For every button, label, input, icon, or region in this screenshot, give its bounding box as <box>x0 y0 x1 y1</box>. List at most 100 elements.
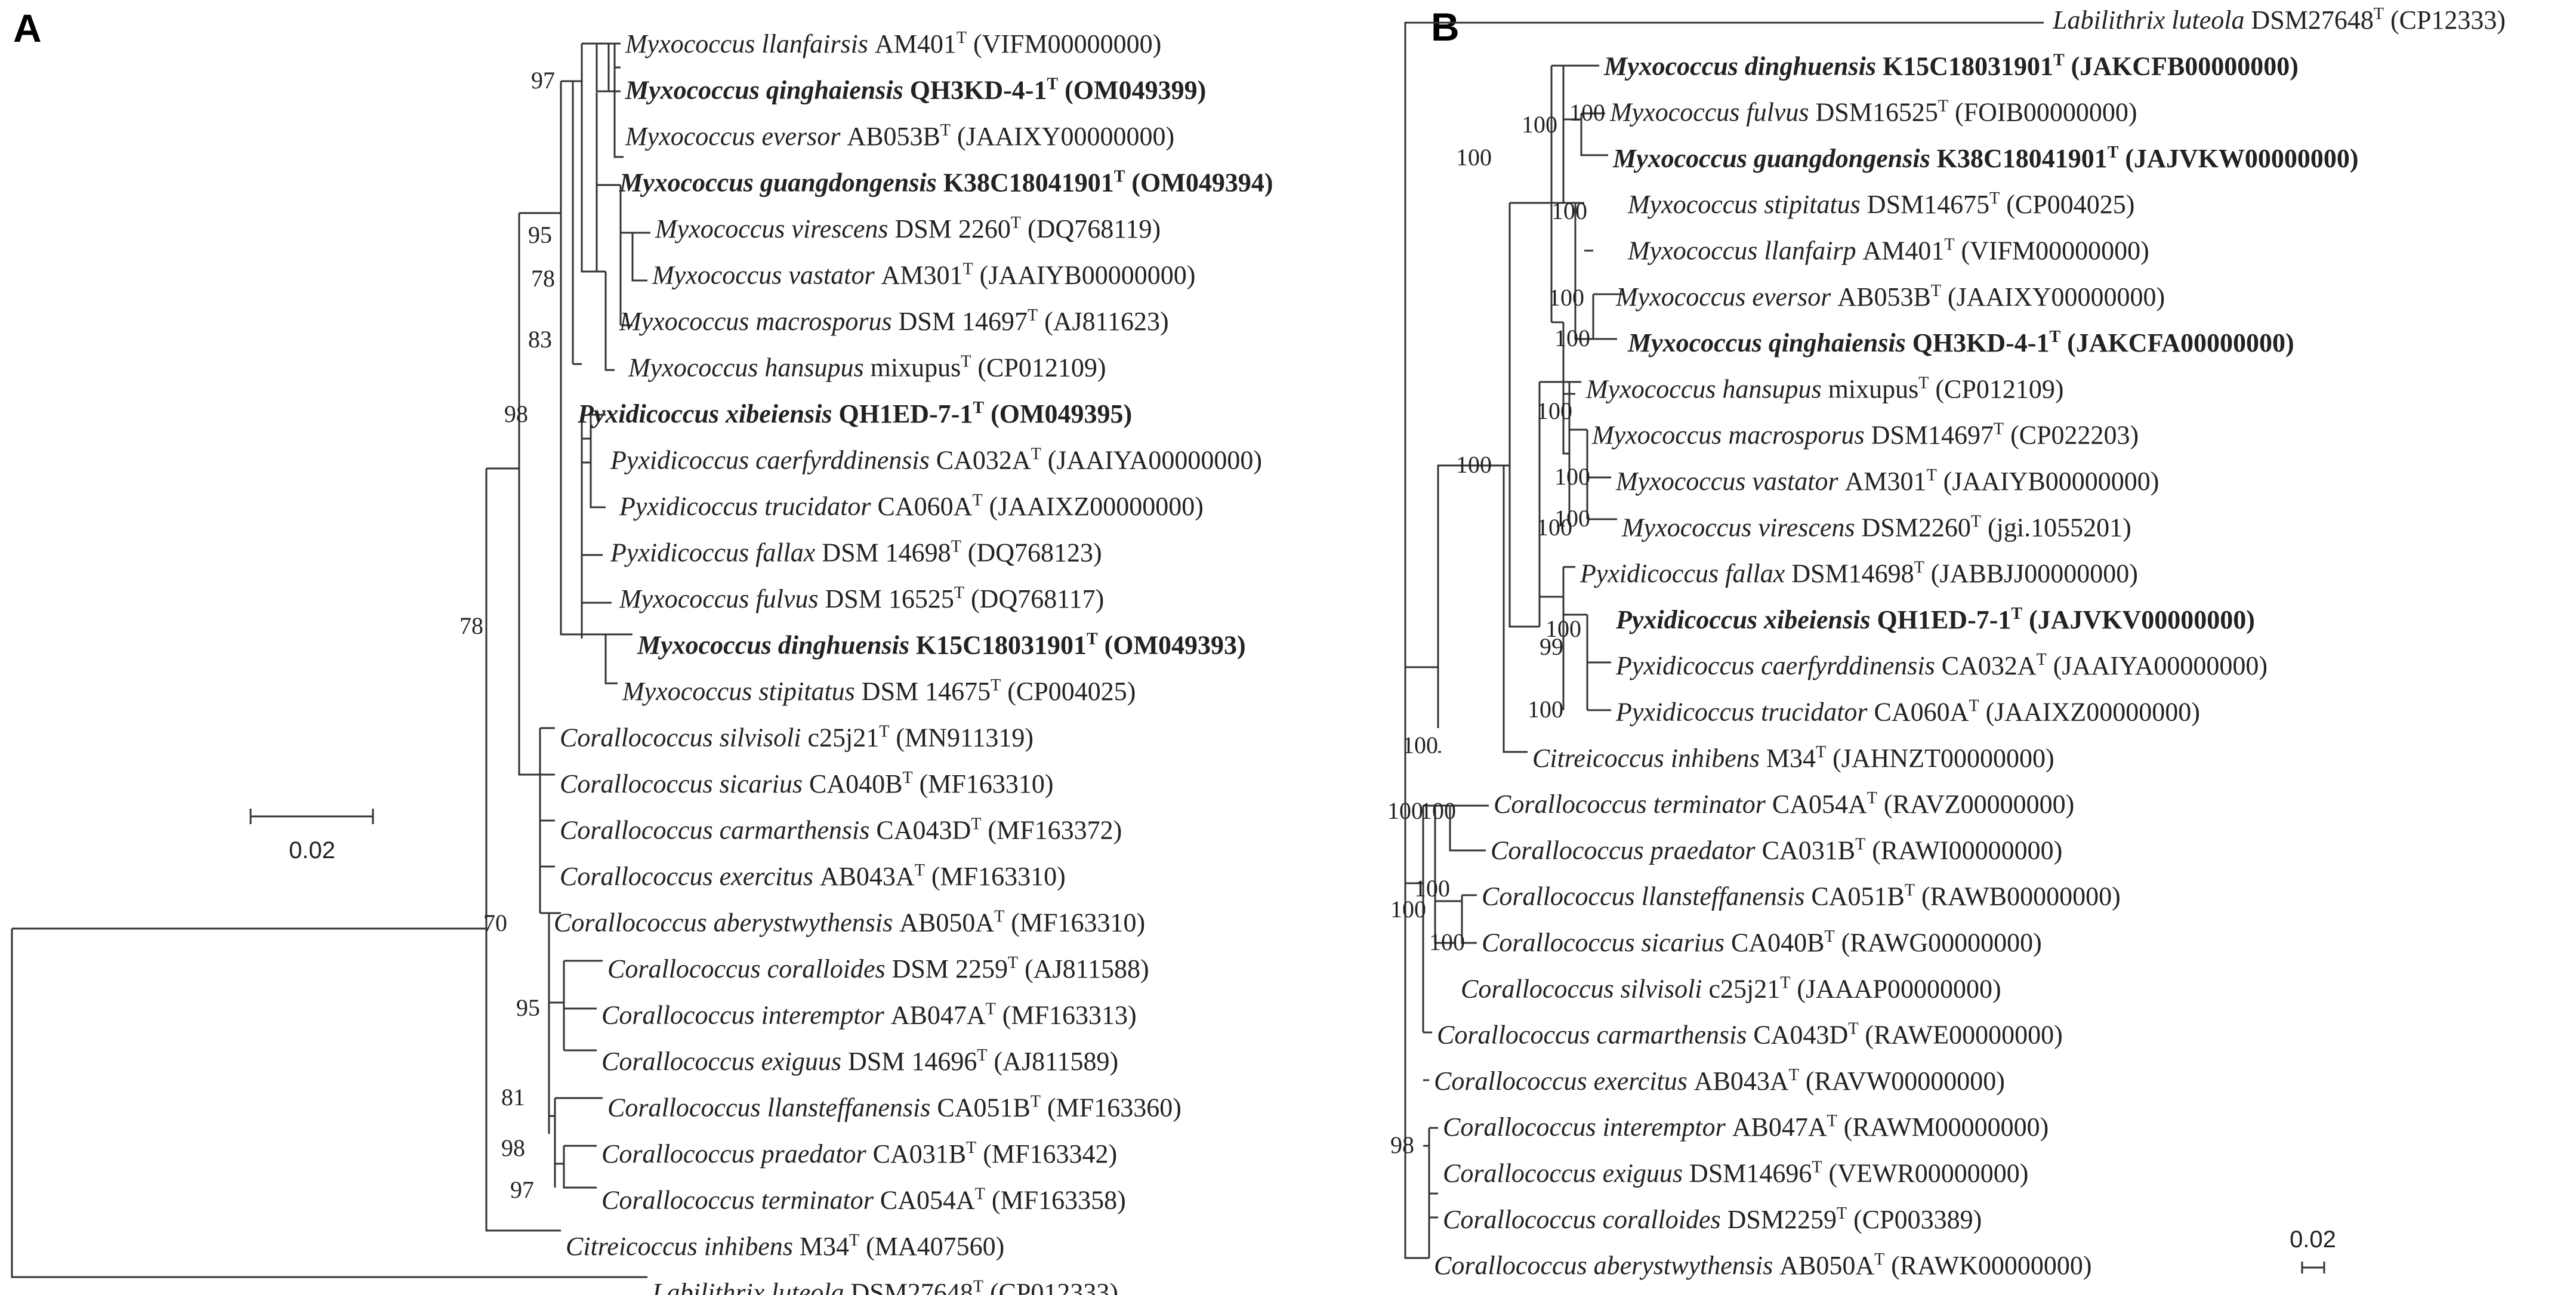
leaf-label-b-2: Myxococcus fulvus DSM16525T (FOIB0000000… <box>1609 97 2137 127</box>
bootstrap-b-7: 100 <box>1537 397 1572 424</box>
leaf-label-a-9: Pyxidicoccus caerfyrddinensis CA032AT (J… <box>610 445 1262 475</box>
bootstrap-b-12: 100 <box>1545 615 1581 642</box>
leaf-label-a-19: Corallococcus aberystwythensis AB050AT (… <box>554 908 1145 938</box>
leaf-label-a-21: Corallococcus interemptor AB047AT (MF163… <box>601 1000 1137 1030</box>
leaf-label-b-13: Pyxidicoccus xibeiensis QH1ED-7-1T (JAJV… <box>1615 605 2255 634</box>
bootstrap-a-2: 78 <box>531 265 555 292</box>
leaf-label-a-15: Corallococcus silvisoli c25j21T (MN91131… <box>560 723 1034 753</box>
bootstrap-b-2: 100 <box>1551 198 1587 224</box>
bootstrap-b-17: 100 <box>1414 875 1450 902</box>
leaf-label-a-22: Corallococcus exiguus DSM 14696T (AJ8115… <box>601 1046 1118 1076</box>
leaf-label-b-15: Pyxidicoccus trucidator CA060AT (JAAIXZ0… <box>1615 697 2200 727</box>
leaf-label-b-16: Citreicoccus inhibens M34T (JAHNZT000000… <box>1532 743 2054 773</box>
leaf-label-b-0: Labilithrix luteola DSM27648T (CP12333) <box>2052 5 2506 35</box>
scale-label-a: 0.02 <box>289 837 335 864</box>
bootstrap-a-8: 81 <box>501 1084 525 1111</box>
scale-label-b: 0.02 <box>2290 1226 2336 1253</box>
bootstrap-b-18: 100 <box>1429 929 1465 955</box>
bootstrap-b-13: 100 <box>1528 696 1563 723</box>
leaf-label-b-21: Corallococcus silvisoli c25j21T (JAAAP00… <box>1461 973 2001 1003</box>
bootstrap-a-1: 95 <box>528 221 552 248</box>
bootstrap-b-10: 100 <box>1537 514 1572 541</box>
leaf-label-b-14: Pyxidicoccus caerfyrddinensis CA032AT (J… <box>1615 650 2268 680</box>
bootstrap-b-4: 100 <box>1548 284 1584 311</box>
leaf-label-b-12: Pyxidicoccus fallax DSM14698T (JABBJJ000… <box>1579 559 2138 588</box>
leaf-label-b-19: Corallococcus llansteffanensis CA051BT (… <box>1482 881 2121 911</box>
leaf-label-a-2: Myxococcus eversor AB053BT (JAAIXY000000… <box>625 121 1174 151</box>
leaf-label-a-11: Pyxidicoccus fallax DSM 14698T (DQ768123… <box>610 538 1102 568</box>
tree-b-branches <box>1404 21 2044 1259</box>
bootstrap-a-6: 70 <box>483 909 507 936</box>
leaf-label-a-12: Myxococcus fulvus DSM 16525T (DQ768117) <box>619 584 1104 613</box>
leaf-label-a-4: Myxococcus virescens DSM 2260T (DQ768119… <box>655 214 1161 243</box>
bootstrap-a-9: 98 <box>501 1134 525 1161</box>
leaf-label-a-14: Myxococcus stipitatus DSM 14675T (CP0040… <box>622 676 1136 706</box>
leaf-label-b-4: Myxococcus stipitatus DSM14675T (CP00402… <box>1627 189 2134 219</box>
bootstrap-b-6: 100 <box>1456 451 1492 478</box>
bootstrap-b-0: 100 <box>1522 111 1557 138</box>
leaf-label-a-26: Citreicoccus inhibens M34T (MA407560) <box>566 1231 1004 1261</box>
bootstrap-a-10: 97 <box>510 1176 534 1203</box>
leaf-label-b-20: Corallococcus sicarius CA040BT (RAWG0000… <box>1482 927 2042 957</box>
bootstrap-a-5: 78 <box>459 612 483 639</box>
leaf-label-b-11: Myxococcus virescens DSM2260T (jgi.10552… <box>1621 512 2131 542</box>
leaf-label-b-5: Myxococcus llanfairp AM401T (VIFM0000000… <box>1627 236 2149 266</box>
tree-a-leaf-labels: Myxococcus llanfairsis AM401T (VIFM00000… <box>554 29 1273 1295</box>
bootstrap-a-3: 83 <box>528 326 552 353</box>
tree-b-leaf-labels: Labilithrix luteola DSM27648T (CP12333) M… <box>1434 5 2506 1280</box>
leaf-label-b-27: Corallococcus aberystwythensis AB050AT (… <box>1434 1250 2092 1280</box>
leaf-label-a-20: Corallococcus coralloides DSM 2259T (AJ8… <box>607 954 1149 983</box>
panel-label-a: A <box>13 6 42 50</box>
leaf-label-b-23: Corallococcus exercitus AB043AT (RAVW000… <box>1434 1066 2005 1096</box>
bootstrap-b-14: 100 <box>1402 732 1438 758</box>
leaf-label-b-17: Corallococcus terminator CA054AT (RAVZ00… <box>1494 789 2074 819</box>
leaf-label-a-23: Corallococcus llansteffanensis CA051BT (… <box>607 1093 1181 1123</box>
bootstrap-b-19: 100 <box>1390 896 1426 923</box>
leaf-label-a-25: Corallococcus terminator CA054AT (MF1633… <box>601 1185 1126 1215</box>
leaf-label-b-25: Corallococcus exiguus DSM14696T (VEWR000… <box>1443 1158 2028 1188</box>
leaf-label-a-7: Myxococcus hansupus mixupusT (CP012109) <box>628 353 1106 383</box>
leaf-label-a-5: Myxococcus vastator AM301T (JAAIYB000000… <box>652 260 1195 290</box>
bootstrap-b-20: 98 <box>1390 1131 1414 1158</box>
leaf-label-a-16: Corallococcus sicarius CA040BT (MF163310… <box>560 769 1053 798</box>
leaf-label-b-26: Corallococcus coralloides DSM2259T (CP00… <box>1443 1204 1982 1234</box>
leaf-label-b-3: Myxococcus guangdongensis K38C18041901T … <box>1612 143 2359 173</box>
leaf-label-b-10: Myxococcus vastator AM301T (JAAIYB000000… <box>1615 466 2159 496</box>
leaf-label-a-6: Myxococcus macrosporus DSM 14697T (AJ811… <box>619 306 1169 336</box>
leaf-label-b-1: Myxococcus dinghuensis K15C18031901T (JA… <box>1603 51 2299 81</box>
tree-a-branches <box>11 42 650 1278</box>
leaf-label-a-13: Myxococcus dinghuensis K15C18031901T (OM… <box>637 630 1246 660</box>
scale-bar-a: 0.02 <box>249 809 374 864</box>
tree-a-bootstrap-labels: 97 95 78 83 98 78 70 95 81 98 97 <box>459 67 555 1203</box>
leaf-label-b-6: Myxococcus eversor AB053BT (JAAIXY000000… <box>1615 282 2165 312</box>
bootstrap-a-0: 97 <box>531 67 555 94</box>
panel-label-b: B <box>1431 5 1460 49</box>
leaf-label-b-8: Myxococcus hansupus mixupusT (CP012109) <box>1585 374 2063 403</box>
leaf-label-a-27: Labilithrix luteola DSM27648T (CP012333) <box>652 1278 1118 1295</box>
bootstrap-b-1: 100 <box>1569 99 1605 126</box>
bootstrap-b-5: 100 <box>1554 325 1590 352</box>
leaf-label-b-9: Myxococcus macrosporus DSM14697T (CP0222… <box>1591 420 2139 450</box>
leaf-label-a-3: Myxococcus guangdongensis K38C18041901T … <box>619 168 1273 198</box>
tree-b-bootstrap-labels: 100 1001001001001001001001001001009910010… <box>1387 99 1605 1158</box>
bootstrap-a-4: 98 <box>504 400 528 427</box>
leaf-label-a-18: Corallococcus exercitus AB043AT (MF16331… <box>560 861 1066 891</box>
bootstrap-b-16: 100 <box>1420 797 1456 824</box>
leaf-label-a-24: Corallococcus praedator CA031BT (MF16334… <box>601 1139 1117 1168</box>
leaf-label-b-24: Corallococcus interemptor AB047AT (RAWM0… <box>1443 1112 2049 1142</box>
bootstrap-b-9: 100 <box>1554 505 1590 532</box>
bootstrap-b-15: 100 <box>1387 797 1423 824</box>
bootstrap-b-8: 100 <box>1554 463 1590 490</box>
scale-bar-b: 0.02 <box>2290 1226 2336 1274</box>
leaf-label-a-1: Myxococcus qinghaiensis QH3KD-4-1T (OM04… <box>625 75 1206 105</box>
leaf-label-a-8: Pyxidicoccus xibeiensis QH1ED-7-1T (OM04… <box>577 399 1132 428</box>
leaf-label-b-22: Corallococcus carmarthensis CA043DT (RAW… <box>1437 1020 2063 1050</box>
leaf-label-b-18: Corallococcus praedator CA031BT (RAWI000… <box>1491 835 2062 865</box>
bootstrap-b-3: 100 <box>1456 144 1492 171</box>
leaf-label-a-17: Corallococcus carmarthensis CA043DT (MF1… <box>560 815 1122 845</box>
leaf-label-b-7: Myxococcus qinghaiensis QH3KD-4-1T (JAKC… <box>1627 328 2294 357</box>
bootstrap-b-11: 99 <box>1540 633 1563 660</box>
leaf-label-a-10: Pyxidicoccus trucidator CA060AT (JAAIXZ0… <box>619 491 1204 521</box>
bootstrap-a-7: 95 <box>516 994 540 1021</box>
